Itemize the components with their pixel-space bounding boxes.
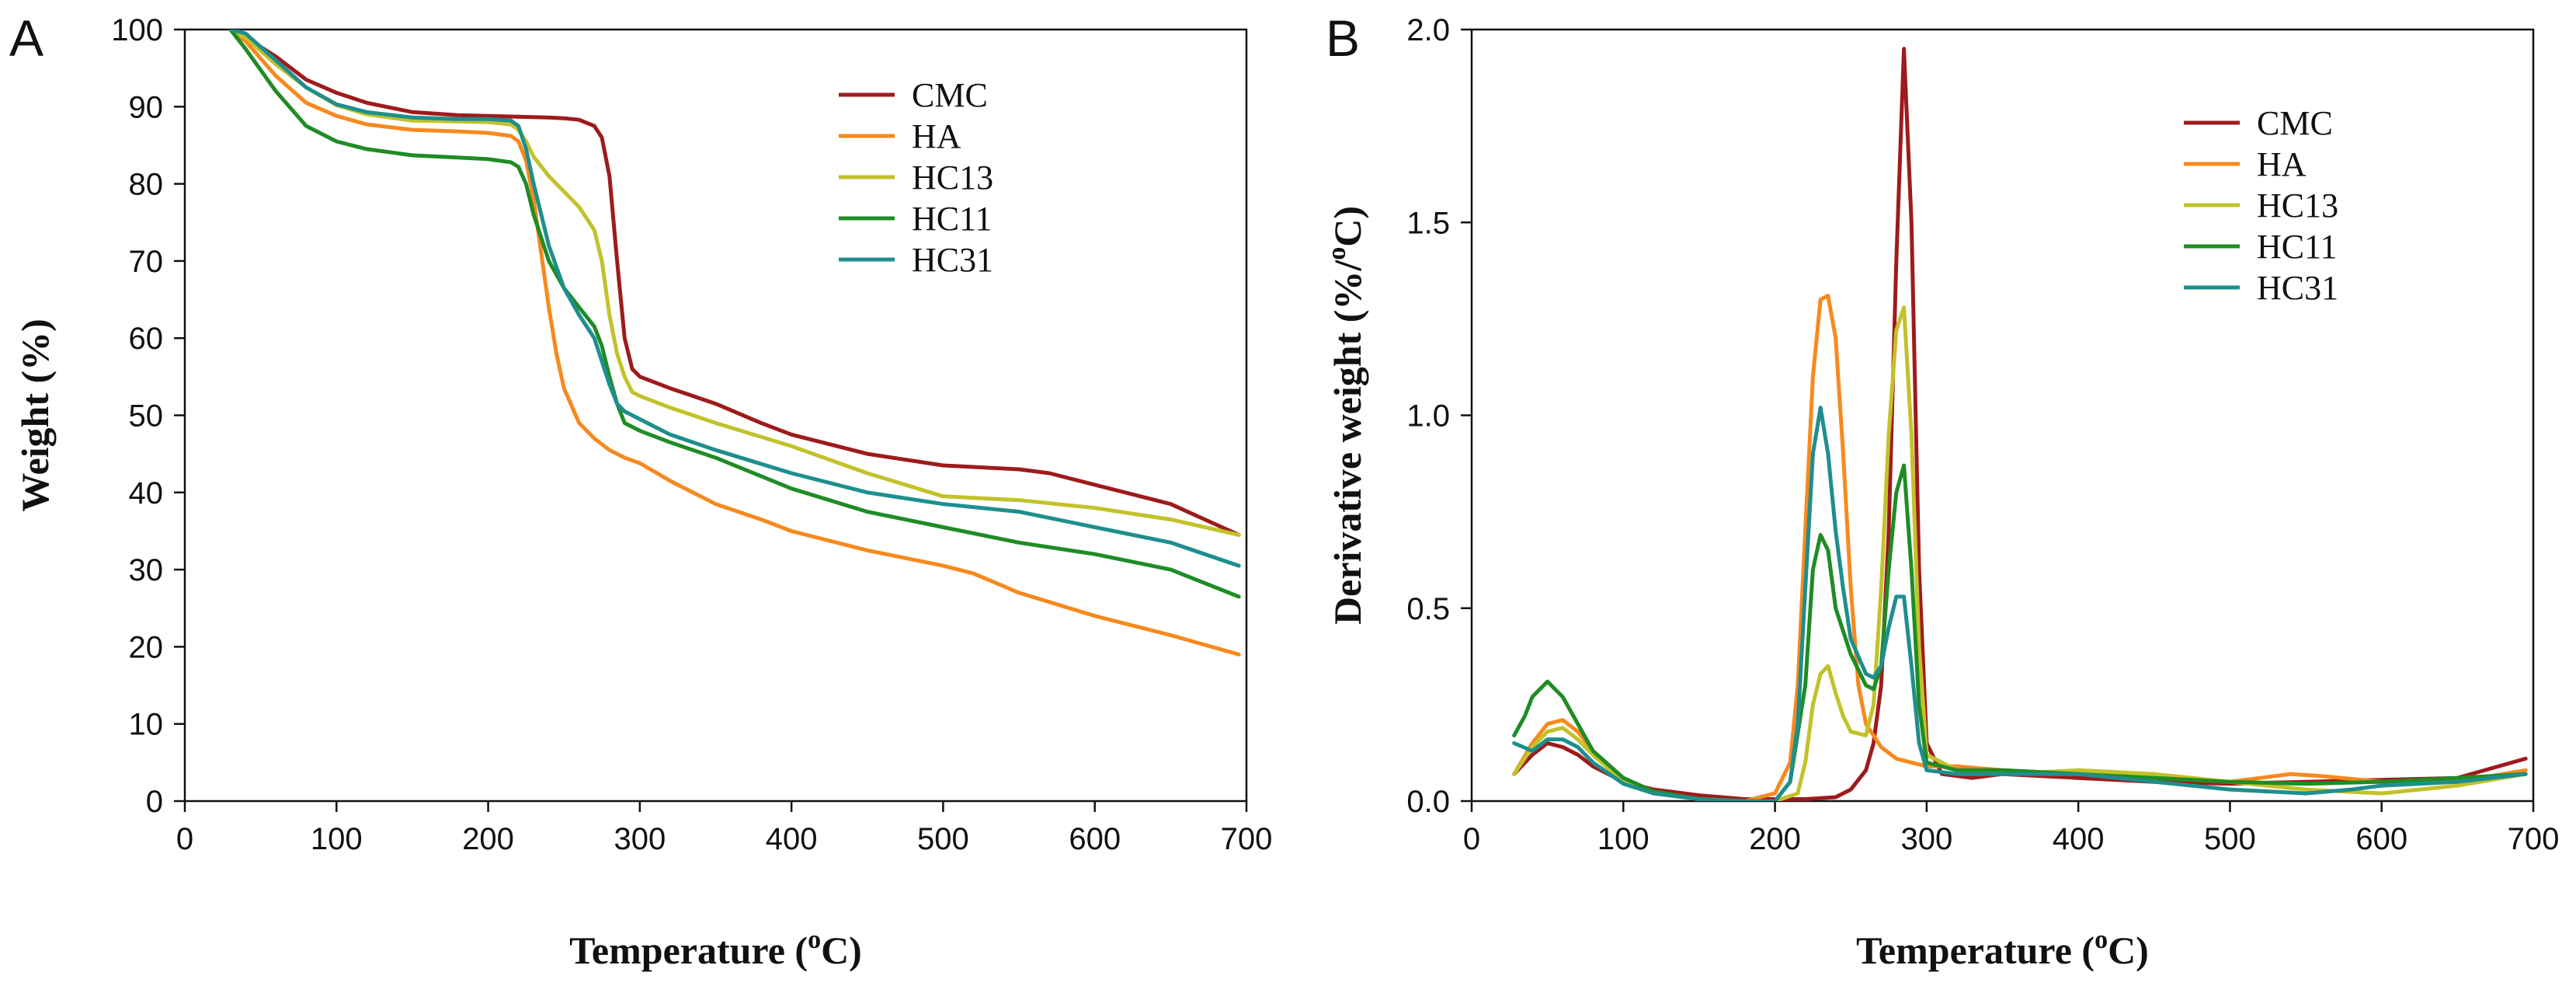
y-tick-label: 1.0 — [1406, 399, 1450, 434]
panel-label: A — [9, 9, 43, 67]
series-line-hc11 — [228, 30, 1241, 599]
x-axis-label: Temperature (oC) — [569, 925, 862, 972]
legend-label-ha: HA — [2257, 145, 2307, 183]
x-axis-label-post: C) — [821, 929, 862, 972]
y-tick-label: 1.5 — [1406, 206, 1450, 240]
x-tick-label: 200 — [1749, 822, 1801, 856]
y-tick-label: 0.0 — [1406, 785, 1450, 819]
x-tick-label: 0 — [176, 822, 193, 856]
y-tick-label: 70 — [129, 245, 164, 279]
x-tick-label: 400 — [2053, 822, 2105, 856]
legend-label-ha: HA — [912, 117, 961, 155]
x-tick-label: 700 — [1221, 822, 1273, 856]
y-tick-label: 2.0 — [1406, 13, 1450, 47]
series-line-ha — [228, 30, 1241, 657]
chart-b-derivative: 0 100 200 300 400 500 600 700 0.0 0.5 1.0 1.5 2.0 B Te… — [1323, 9, 2559, 972]
legend-label-hc13: HC13 — [2257, 186, 2338, 225]
chart-a-weight: 0 100 200 300 400 500 600 700 0 10 20 30 40 50 60 70 80 9… — [9, 9, 1272, 972]
legend-label-hc11: HC11 — [912, 200, 993, 238]
y-tick-label: 100 — [111, 13, 163, 47]
y-axis-label: Weight (%) — [13, 319, 57, 512]
x-tick-label: 500 — [917, 822, 969, 856]
x-tick-label: 600 — [1069, 822, 1121, 856]
y-tick-label: 0 — [146, 785, 163, 819]
x-tick-label: 400 — [766, 822, 818, 856]
x-tick-label: 100 — [1597, 822, 1650, 856]
y-tick-label: 40 — [129, 476, 164, 510]
series-group — [228, 30, 1241, 657]
y-tick-label: 90 — [129, 90, 164, 124]
x-tick-label: 500 — [2204, 822, 2256, 856]
legend-label-cmc: CMC — [912, 76, 988, 114]
series-line-hc13 — [228, 30, 1241, 537]
series-group — [1512, 47, 2528, 801]
y-tick-label: 20 — [129, 630, 164, 664]
x-tick-label: 600 — [2355, 822, 2407, 856]
series-line-cmc — [228, 30, 1241, 537]
y-tick-label: 10 — [129, 708, 164, 742]
x-axis-label-sup: o — [808, 925, 821, 954]
y-tick-label: 50 — [129, 399, 164, 434]
y-axis-label-pre: Derivative weight (%/ — [1326, 260, 1369, 625]
x-axis-label-sup: o — [2095, 925, 2108, 954]
legend-label-cmc: CMC — [2257, 104, 2333, 142]
y-tick-label: 0.5 — [1406, 592, 1450, 626]
y-tick-label: 80 — [129, 168, 164, 202]
y-tick-label: 60 — [129, 322, 164, 356]
legend-label-hc31: HC31 — [912, 241, 993, 279]
x-tick-label: 300 — [614, 822, 666, 856]
y-axis-label-sup: o — [1323, 247, 1351, 260]
y-axis-label-text: Weight (%) — [13, 319, 57, 512]
legend-label-hc31: HC31 — [2257, 269, 2338, 307]
legend-label-hc11: HC11 — [2257, 228, 2338, 266]
x-axis-label-pre: Temperature ( — [1856, 929, 2095, 972]
x-tick-label: 100 — [311, 822, 363, 856]
x-axis-label-post: C) — [2108, 929, 2149, 972]
x-tick-label: 700 — [2508, 822, 2560, 856]
x-tick-label: 300 — [1900, 822, 1952, 856]
y-axis-label-post: C) — [1326, 206, 1369, 247]
x-tick-label: 0 — [1463, 822, 1480, 856]
x-tick-label: 200 — [462, 822, 514, 856]
y-axis-label: Derivative weight (%/oC) — [1323, 206, 1369, 625]
x-axis-label-pre: Temperature ( — [569, 929, 808, 972]
series-line-hc31 — [1512, 406, 2528, 801]
series-line-hc31 — [228, 30, 1241, 568]
legend-label-hc13: HC13 — [912, 159, 993, 197]
x-axis-label: Temperature (oC) — [1856, 925, 2149, 972]
panel-label: B — [1326, 9, 1360, 67]
y-tick-label: 30 — [129, 553, 164, 587]
